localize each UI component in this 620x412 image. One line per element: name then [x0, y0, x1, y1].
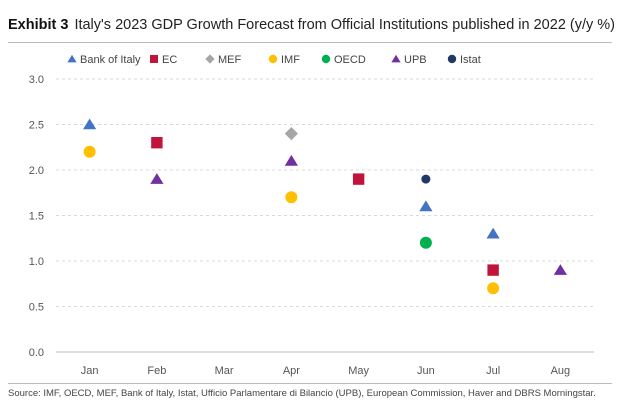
- y-tick-label: 2.0: [29, 165, 44, 177]
- legend-marker: [447, 54, 457, 64]
- data-point: [487, 282, 500, 295]
- data-point: [486, 227, 500, 239]
- legend-item: EC: [150, 54, 177, 66]
- legend-label: UPB: [404, 54, 427, 66]
- title-text: Italy's 2023 GDP Growth Forecast from Of…: [74, 17, 616, 33]
- legend-marker: [67, 54, 77, 63]
- gridlines: [56, 78, 594, 353]
- source-note: Source: IMF, OECD, MEF, Bank of Italy, I…: [8, 388, 596, 399]
- legend-label: IMF: [281, 54, 300, 66]
- legend-marker: [205, 54, 215, 64]
- x-axis-ticks: Jan Feb Mar Apr May Jun Jul Aug: [81, 365, 570, 377]
- data-point: [419, 236, 432, 249]
- data-point: [421, 174, 431, 184]
- legend-marker: [321, 54, 331, 64]
- legend-marker: [150, 55, 158, 63]
- data-point: [284, 127, 298, 141]
- legend-label: Bank of Italy: [80, 54, 141, 66]
- legend-item: IMF: [268, 54, 300, 66]
- exhibit-label: Exhibit 3: [8, 17, 69, 33]
- bottom-divider: [8, 383, 612, 384]
- scatter-chart: 0.0 0.5 1.0 1.5 2.0 2.5 3.0 Jan Feb Mar Apr May Jun…: [29, 54, 594, 377]
- x-tick-label: Jul: [486, 365, 500, 377]
- top-divider: [8, 42, 612, 43]
- legend-marker: [268, 54, 278, 64]
- legend-item: Bank of Italy: [67, 54, 141, 66]
- x-tick-label: May: [348, 365, 369, 377]
- data-point: [83, 145, 96, 158]
- chart-title: Exhibit 3 Italy's 2023 GDP Growth Forecas…: [8, 16, 616, 34]
- data-point: [553, 264, 567, 275]
- data-point: [285, 191, 298, 204]
- x-tick-label: Jan: [81, 365, 99, 377]
- x-tick-label: Mar: [215, 365, 234, 377]
- legend: Bank of Italy EC MEF IMF OECD UPB Istat: [67, 54, 481, 66]
- y-tick-label: 1.0: [29, 256, 44, 268]
- y-tick-label: 0.0: [29, 347, 44, 359]
- data-point: [419, 200, 433, 212]
- y-axis-ticks: 0.0 0.5 1.0 1.5 2.0 2.5 3.0: [29, 74, 44, 359]
- data-point: [487, 264, 499, 276]
- y-tick-label: 2.5: [29, 120, 44, 132]
- data-point: [150, 173, 164, 184]
- legend-label: Istat: [460, 54, 481, 66]
- y-tick-label: 0.5: [29, 302, 44, 314]
- data-point: [352, 173, 365, 185]
- y-tick-label: 1.5: [29, 211, 44, 223]
- legend-label: OECD: [334, 54, 366, 66]
- x-tick-label: Aug: [551, 365, 571, 377]
- legend-label: MEF: [218, 54, 242, 66]
- legend-item: UPB: [391, 54, 427, 66]
- legend-item: Istat: [447, 54, 481, 66]
- x-tick-label: Feb: [147, 365, 166, 377]
- legend-marker: [391, 54, 401, 63]
- legend-item: OECD: [321, 54, 366, 66]
- data-points: [83, 118, 567, 295]
- legend-item: MEF: [205, 54, 242, 66]
- y-tick-label: 3.0: [29, 74, 44, 86]
- x-tick-label: Apr: [283, 365, 300, 377]
- legend-label: EC: [162, 54, 177, 66]
- x-tick-label: Jun: [417, 365, 435, 377]
- data-point: [83, 118, 97, 130]
- data-point: [151, 137, 163, 149]
- data-point: [284, 154, 298, 166]
